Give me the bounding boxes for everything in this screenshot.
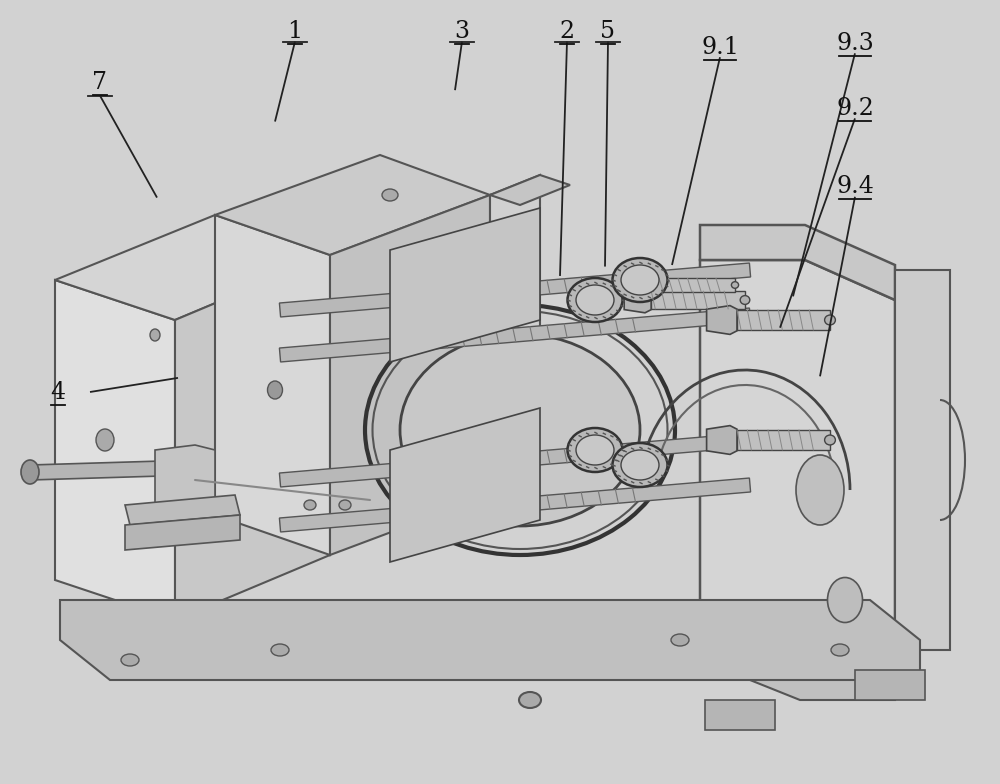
- Polygon shape: [705, 700, 775, 730]
- Polygon shape: [215, 155, 490, 255]
- Ellipse shape: [121, 654, 139, 666]
- Ellipse shape: [268, 381, 283, 399]
- Polygon shape: [490, 175, 570, 205]
- Polygon shape: [60, 600, 920, 680]
- Polygon shape: [737, 430, 830, 450]
- Text: 2: 2: [559, 20, 575, 43]
- Polygon shape: [707, 306, 737, 335]
- Text: 4: 4: [50, 380, 66, 404]
- Polygon shape: [629, 275, 650, 295]
- Ellipse shape: [271, 644, 289, 656]
- Ellipse shape: [612, 443, 668, 487]
- Text: 9.3: 9.3: [836, 31, 874, 55]
- Polygon shape: [125, 515, 240, 550]
- Ellipse shape: [150, 329, 160, 341]
- Polygon shape: [390, 208, 540, 362]
- Text: 7: 7: [92, 71, 108, 94]
- Text: 9.4: 9.4: [836, 175, 874, 198]
- Text: 5: 5: [600, 20, 616, 43]
- Polygon shape: [279, 308, 751, 362]
- Polygon shape: [651, 291, 745, 309]
- Text: 9.1: 9.1: [701, 35, 739, 59]
- Ellipse shape: [831, 644, 849, 656]
- Ellipse shape: [621, 265, 659, 295]
- Ellipse shape: [576, 285, 614, 315]
- Text: 9.2: 9.2: [836, 96, 874, 120]
- Polygon shape: [707, 426, 737, 455]
- Polygon shape: [390, 408, 540, 562]
- Polygon shape: [895, 270, 950, 650]
- Ellipse shape: [825, 435, 835, 445]
- Polygon shape: [279, 433, 751, 487]
- Ellipse shape: [519, 692, 541, 708]
- Ellipse shape: [96, 429, 114, 451]
- Polygon shape: [330, 195, 490, 555]
- Polygon shape: [175, 255, 330, 620]
- Ellipse shape: [828, 578, 862, 622]
- Ellipse shape: [731, 281, 739, 289]
- Ellipse shape: [304, 500, 316, 510]
- Polygon shape: [700, 630, 895, 700]
- Polygon shape: [624, 287, 651, 313]
- Polygon shape: [700, 260, 895, 670]
- Ellipse shape: [21, 460, 39, 484]
- Ellipse shape: [796, 455, 844, 525]
- Polygon shape: [279, 263, 751, 317]
- Ellipse shape: [671, 634, 689, 646]
- Ellipse shape: [740, 296, 750, 304]
- Ellipse shape: [339, 500, 351, 510]
- Polygon shape: [279, 478, 751, 532]
- Ellipse shape: [382, 189, 398, 201]
- Polygon shape: [650, 278, 735, 292]
- Polygon shape: [737, 310, 830, 330]
- Text: 1: 1: [287, 20, 303, 43]
- Polygon shape: [700, 225, 895, 300]
- Text: 3: 3: [454, 20, 470, 43]
- Ellipse shape: [400, 334, 640, 526]
- Polygon shape: [155, 445, 215, 515]
- Polygon shape: [125, 495, 240, 525]
- Polygon shape: [55, 215, 330, 320]
- Ellipse shape: [568, 278, 622, 322]
- Polygon shape: [30, 460, 195, 480]
- Polygon shape: [490, 175, 540, 495]
- Ellipse shape: [612, 258, 668, 302]
- Polygon shape: [55, 280, 175, 620]
- Ellipse shape: [825, 315, 835, 325]
- Ellipse shape: [568, 428, 622, 472]
- Ellipse shape: [621, 450, 659, 480]
- Polygon shape: [855, 670, 925, 700]
- Ellipse shape: [576, 435, 614, 465]
- Polygon shape: [215, 215, 330, 555]
